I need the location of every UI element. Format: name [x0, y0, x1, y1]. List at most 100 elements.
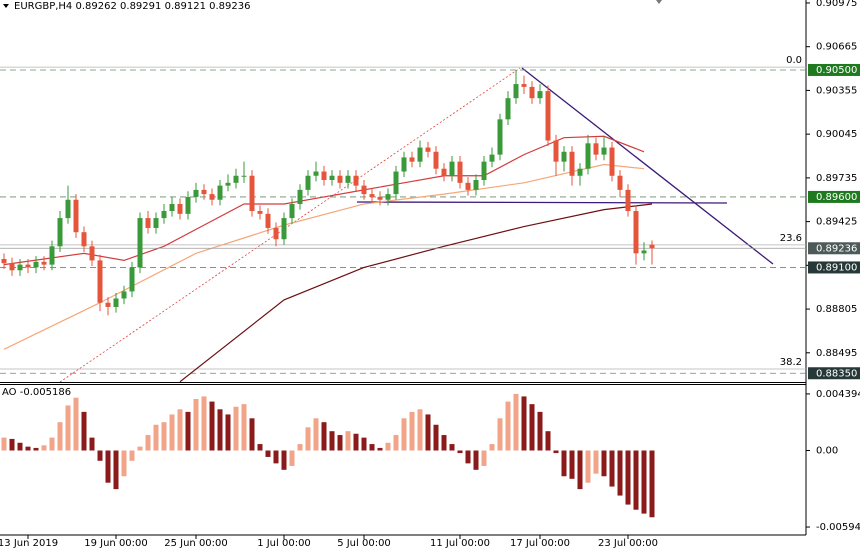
candle-body [537, 91, 543, 99]
candle-body [209, 194, 215, 200]
candle-body [505, 98, 511, 120]
candle-body [617, 175, 623, 190]
ao-bar [161, 422, 167, 451]
x-tick-label: 17 Jul 00:00 [510, 538, 570, 548]
ao-bar [537, 411, 543, 451]
candle-body [225, 182, 231, 186]
ao-bar [185, 411, 191, 451]
level-box [808, 261, 860, 274]
candle-body [105, 302, 111, 307]
fib-label: 23.6 [780, 233, 802, 244]
level-label: 0.88350 [816, 368, 857, 379]
indicator-name: AO [2, 387, 17, 398]
candle-body [57, 218, 63, 247]
candle-body [313, 171, 319, 176]
ao-bar [329, 431, 335, 451]
candle-body [409, 157, 415, 162]
ao-bar [113, 450, 119, 490]
candle-body [433, 151, 439, 169]
ao-bar [257, 444, 263, 451]
ao-bar [513, 393, 519, 451]
candle-body [393, 171, 399, 195]
candle-body [9, 263, 15, 271]
ao-bar [9, 438, 15, 451]
candle-body [353, 175, 359, 186]
x-tick-label: 23 Jul 00:00 [598, 538, 658, 548]
candle-body [497, 119, 503, 155]
ao-bar [105, 450, 111, 483]
candle-body [329, 175, 335, 180]
level-box [808, 367, 860, 380]
ao-bar [577, 450, 583, 490]
candle-body [121, 291, 127, 299]
current-price-box [808, 242, 860, 255]
chart-header: EURGBP,H4 0.89262 0.89291 0.89121 0.8923… [14, 1, 250, 12]
ao-bar [593, 450, 599, 474]
candle-body [193, 189, 199, 197]
ao-bar [49, 437, 55, 451]
ao-bar [401, 418, 407, 451]
candle-body [601, 147, 607, 155]
candle-body [513, 84, 519, 99]
ao-bar [489, 444, 495, 451]
candle-body [337, 175, 343, 183]
ao-bar [625, 450, 631, 505]
ao-bar [57, 422, 63, 451]
symbol: EURGBP,H4 [14, 1, 72, 12]
ao-bar [97, 450, 103, 461]
candle-body [65, 199, 71, 219]
ao-bar [65, 405, 71, 451]
candle-body [233, 175, 239, 183]
ao-bar [465, 450, 471, 464]
ao-bar [433, 424, 439, 451]
scroll-icon[interactable] [656, 0, 662, 4]
level-label: 0.90500 [816, 65, 857, 76]
support-line [356, 201, 728, 204]
ao-bar [305, 427, 311, 451]
candle-body [257, 211, 263, 214]
ao-bar [473, 450, 479, 470]
y-tick-label: 0.90665 [816, 42, 857, 53]
candle-body [625, 189, 631, 212]
ao-bar [409, 411, 415, 451]
ao-bar [441, 435, 447, 451]
ao-bar [17, 442, 23, 451]
ao-bar [137, 446, 143, 451]
candle-body [201, 189, 207, 195]
candle-body [49, 246, 55, 265]
y-tick-label: 0.88495 [816, 348, 857, 359]
candle-body [41, 261, 47, 265]
ao-bar [233, 406, 239, 451]
candle-body [217, 185, 223, 200]
candle-body [169, 203, 175, 212]
candle-body [161, 211, 167, 219]
ao-bar [545, 431, 551, 451]
ao-bar [145, 435, 151, 451]
x-tick-label: 19 Jun 00:00 [84, 538, 148, 548]
ao-bar [41, 445, 47, 451]
ao-bar [561, 450, 567, 477]
ao-bar [321, 422, 327, 451]
ao-bar [617, 450, 623, 496]
ao-bar [481, 450, 487, 466]
candle-body [385, 194, 391, 200]
low-value: 0.89121 [165, 1, 206, 12]
moving-average [3, 135, 645, 266]
ao-bar [281, 450, 287, 470]
candle-body [529, 86, 535, 99]
ao-bar [25, 446, 31, 451]
ao-bar [393, 435, 399, 451]
ao-bar [457, 450, 463, 454]
ao-bar [289, 450, 295, 466]
ao-bar [313, 418, 319, 451]
ao-bar [417, 409, 423, 451]
ao-bar [89, 437, 95, 451]
candle-body [569, 151, 575, 176]
ao-bar [265, 450, 271, 457]
candle-body [321, 171, 327, 180]
candle-body [489, 154, 495, 162]
ao-bar [633, 450, 639, 510]
menu-icon[interactable] [3, 4, 9, 8]
ao-bar [153, 424, 159, 451]
